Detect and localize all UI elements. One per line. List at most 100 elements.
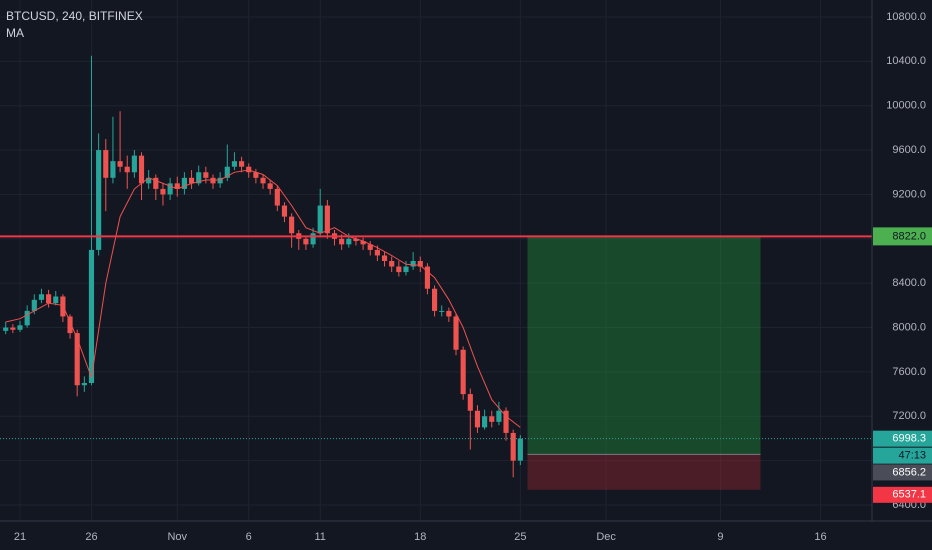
candle-body [317,205,323,234]
candle-body [410,260,416,267]
x-tick-label: 11 [314,531,325,543]
candle-body [46,294,52,304]
candle-body [153,177,159,189]
candle-body [482,416,488,428]
candle-body [374,249,380,256]
last-price-label: 6998.3 [892,433,926,445]
candle-body [424,266,430,289]
x-tick-label: 26 [85,531,97,543]
candle-body [496,410,502,422]
candle-body [303,238,309,245]
candle-body [174,183,180,189]
candle-body [110,161,116,178]
candle-body [131,155,137,173]
candle-body [281,205,288,217]
candle-body [353,238,359,242]
candle-body [324,205,330,234]
candle-body [510,432,516,461]
candle-body [203,172,209,178]
candle-body [503,410,509,433]
x-tick-label: 18 [414,531,426,543]
candle-body [460,349,466,395]
candle-body [53,296,59,304]
x-tick-label: 16 [814,531,826,543]
candle-body [146,177,152,184]
candle-body [367,244,373,250]
candle-body [188,177,195,184]
candle-body [381,255,388,261]
y-tick-label: 10000.0 [886,100,926,112]
candle-body [389,260,395,267]
candle-body [38,294,45,300]
candle-body [210,177,216,184]
candle-body [467,394,473,411]
hline-label: 8822.0 [892,230,926,242]
y-tick-label: 9600.0 [892,144,926,156]
y-tick-label: 7200.0 [892,410,926,422]
candle-body [31,299,37,311]
chart-title: BTCUSD, 240, BITFINEX [6,9,143,23]
y-tick-label: 9200.0 [892,188,926,200]
candle-body [403,266,409,273]
hline-label-bg [873,227,932,246]
x-tick-label: 6 [246,531,252,543]
candle-body [446,310,452,317]
candle-body [474,410,481,428]
candle-body [124,166,130,173]
countdown-label-bg [873,447,932,464]
candle-body [160,188,166,195]
y-tick-label: 10800.0 [886,11,926,23]
candle-body [3,327,9,331]
candle-body [67,316,73,334]
candle-body [517,438,523,461]
candle-body [274,188,280,206]
candle-body [346,238,352,245]
candle-body [17,325,23,330]
candle-body [339,238,345,245]
x-tick-label: Nov [167,531,187,543]
candle-body [253,172,259,178]
x-tick-label: 21 [14,531,26,543]
candle-body [10,327,16,330]
candle-body [431,288,438,311]
candle-body [489,416,495,422]
y-tick-label: 10400.0 [886,55,926,67]
candle-body [96,150,102,250]
candle-body [103,150,109,178]
countdown-label: 47:13 [898,450,926,462]
indicator-label: MA [6,26,24,40]
candle-body [396,266,402,273]
candle-body [231,161,238,167]
candle-body [453,316,459,350]
stop-label: 6537.1 [892,489,926,501]
x-tick-label: 25 [514,531,526,543]
candle-body [260,177,266,184]
candle-body [81,383,87,386]
y-tick-label: 7600.0 [892,366,926,378]
loss-zone [527,454,761,490]
candle-body [117,161,123,167]
x-tick-label: 9 [717,531,723,543]
stop-label-bg [873,486,932,503]
candle-body [439,310,445,312]
ma-line [5,169,521,428]
candle-body [167,183,173,195]
candle-body [217,177,223,184]
candle-body [417,260,423,267]
candle-body [239,161,245,167]
profit-zone [527,236,761,455]
candle-body [360,241,366,245]
x-tick-label: Dec [596,531,616,543]
candle-body [74,333,80,386]
candle-body [310,233,316,245]
entry-label-bg [873,464,932,481]
candle-body [224,166,230,178]
candle-body [267,183,273,189]
entry-label: 6856.2 [892,466,926,478]
last-price-label-bg [873,430,932,447]
candle-body [24,310,30,326]
candle-body [138,155,145,184]
candle-body [181,177,187,189]
